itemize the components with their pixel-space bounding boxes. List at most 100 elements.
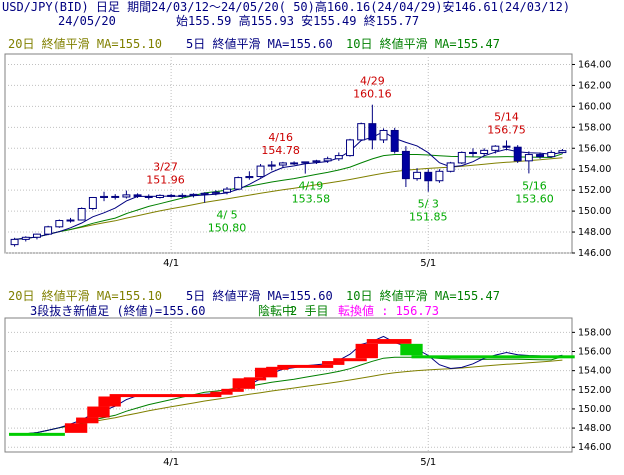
lower-ytick-label: 148.00: [578, 423, 611, 434]
candle-down: [401, 150, 410, 180]
upper-ytick-label: 164.00: [578, 59, 611, 70]
extreme-annotation: 150.80: [208, 222, 247, 235]
step-count: 2 手目: [290, 304, 329, 318]
brick-up: [210, 391, 233, 395]
upper-xtick-label: 5/1: [420, 258, 436, 269]
upper-ytick-label: 146.00: [578, 248, 611, 259]
candle-up: [457, 151, 466, 164]
candle-down: [144, 195, 153, 198]
lower-ytick-label: 156.00: [578, 347, 611, 358]
candle-up: [547, 151, 556, 158]
brick-up: [109, 394, 222, 398]
candle-down: [424, 171, 433, 182]
candle-up: [200, 192, 209, 195]
upper-legend-ma10: 10日 終値平滑 MA=155.47: [346, 37, 500, 51]
extreme-annotation: 160.16: [353, 88, 392, 101]
candle-up: [334, 155, 343, 160]
brick-down: [411, 355, 575, 359]
candle-up: [312, 160, 321, 163]
candle-up: [88, 196, 97, 209]
lower-ytick-label: 152.00: [578, 385, 611, 396]
trend-status: 陰転中: [258, 304, 295, 318]
brick-down: [400, 343, 423, 356]
lower-plot-area: [4, 317, 573, 453]
candle-up: [32, 233, 41, 238]
candle-up: [346, 139, 354, 157]
candle-up: [44, 226, 53, 235]
upper-ytick-label: 156.00: [578, 143, 611, 154]
candle-down: [536, 154, 545, 158]
candle-up: [55, 220, 64, 228]
candle-up: [100, 195, 108, 198]
brick-up: [322, 361, 345, 365]
candle-up: [155, 194, 164, 198]
lower-ma20-line: [14, 359, 563, 436]
ma20-line: [14, 157, 563, 240]
candle-down: [133, 194, 142, 197]
candle-up: [267, 164, 276, 167]
brick-up: [254, 367, 278, 378]
reversal-value: 転換値 : 156.73: [338, 304, 440, 318]
brick-up: [98, 396, 121, 407]
candle-down: [390, 129, 399, 152]
upper-ytick-label: 152.00: [578, 185, 611, 196]
brick-down: [9, 432, 65, 436]
candle-up: [234, 177, 243, 190]
candle-up: [178, 194, 187, 197]
candle-up: [524, 154, 533, 162]
lower-ytick-label: 150.00: [578, 404, 611, 415]
header-title-line: USD/JPY(BID) 日足 期間24/03/12～24/05/20( 50)…: [2, 0, 571, 14]
extreme-annotation: 153.58: [292, 193, 331, 206]
upper-ytick-label: 162.00: [578, 80, 611, 91]
upper-plot-area: [4, 53, 573, 254]
header-ohlc: 始155.59 高155.93 安155.49 終155.77: [176, 14, 420, 28]
candle-up: [379, 129, 388, 141]
lower-ytick-label: 158.00: [578, 327, 611, 338]
upper-ytick-label: 154.00: [578, 164, 611, 175]
lower-ytick-label: 146.00: [578, 442, 611, 453]
brick-up: [355, 343, 378, 359]
candle-up: [480, 149, 489, 154]
candle-up: [278, 162, 287, 166]
extreme-annotation: 4/ 5: [216, 209, 237, 222]
candle-down: [513, 146, 522, 162]
extreme-annotation: 151.96: [146, 174, 185, 187]
lower-xtick-label: 5/1: [420, 457, 436, 468]
candle-up: [446, 162, 455, 172]
candle-up: [10, 238, 19, 246]
upper-ytick-label: 150.00: [578, 206, 611, 217]
brick-up: [277, 364, 334, 368]
candle-up: [435, 170, 444, 182]
candle-down: [502, 145, 511, 148]
lower-legend-ma10: 10日 終値平滑 MA=155.47: [346, 289, 500, 303]
extreme-annotation: 4/16: [268, 131, 293, 144]
upper-ytick-label: 160.00: [578, 101, 611, 112]
candle-up: [122, 194, 131, 198]
brick-up: [232, 378, 255, 389]
extreme-annotation: 5/16: [522, 179, 547, 192]
candle-down: [167, 194, 176, 197]
ma10-line: [14, 153, 563, 240]
brick-up: [366, 339, 412, 344]
candle-up: [491, 145, 500, 151]
upper-xtick-label: 4/1: [163, 258, 179, 269]
three-line-break-label: 3段抜き新値足 (終値)=155.60: [30, 304, 206, 318]
lower-ytick-label: 154.00: [578, 366, 611, 377]
upper-ytick-label: 158.00: [578, 122, 611, 133]
brick-up: [333, 358, 367, 362]
extreme-annotation: 4/19: [299, 180, 324, 193]
candle-up: [323, 158, 332, 162]
upper-ytick-label: 148.00: [578, 227, 611, 238]
ma5-line: [14, 131, 563, 240]
extreme-annotation: 5/ 3: [418, 198, 439, 211]
candle-up: [357, 123, 366, 141]
brick-up: [76, 417, 99, 424]
candle-up: [223, 188, 231, 193]
candle-up: [245, 176, 254, 179]
candle-up: [290, 162, 299, 165]
header-date: 24/05/20: [58, 14, 116, 28]
brick-up: [266, 366, 289, 370]
